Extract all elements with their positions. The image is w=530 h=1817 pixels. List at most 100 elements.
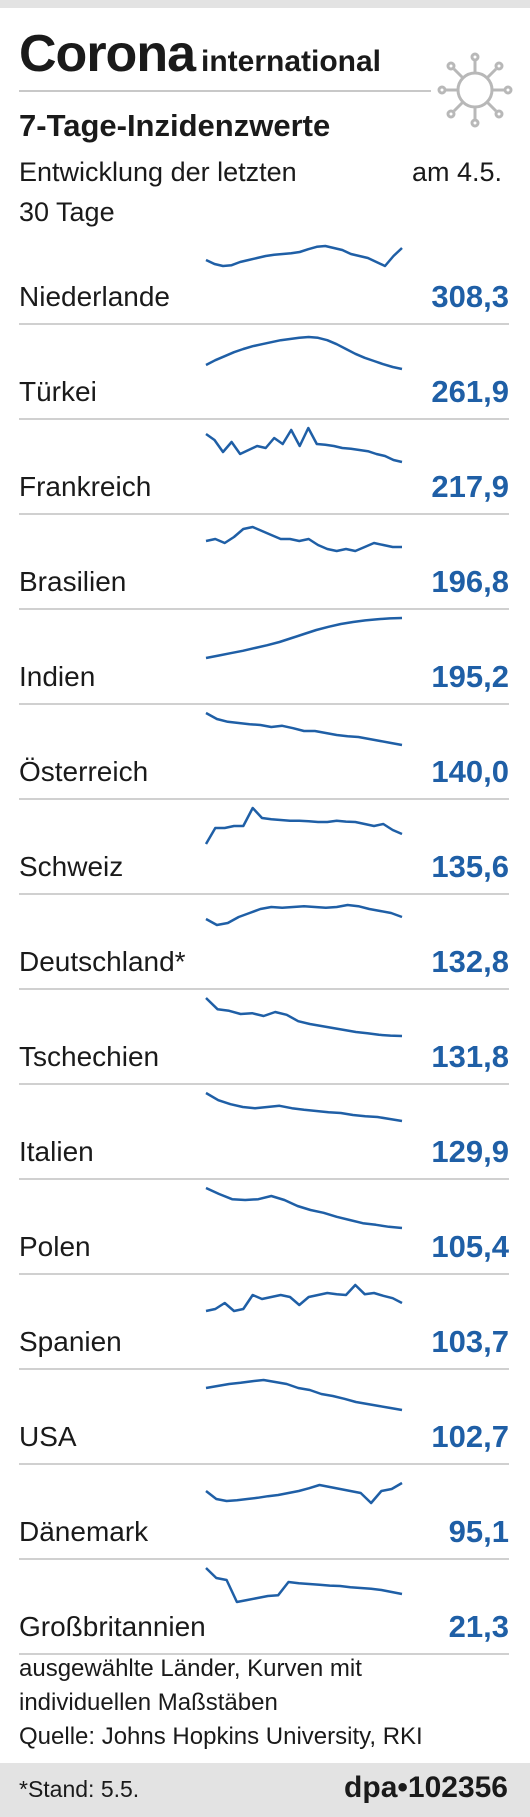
row-separator <box>19 1463 509 1465</box>
title-rule <box>19 90 431 92</box>
footnote-line-2: individuellen Maßstäben <box>19 1689 278 1716</box>
country-row: USA 102,7 <box>19 1370 509 1465</box>
sparkline <box>205 997 403 1038</box>
country-name: Deutschland* <box>19 946 186 977</box>
country-name: USA <box>19 1421 77 1452</box>
source-line: Quelle: Johns Hopkins University, RKI <box>19 1723 423 1750</box>
country-row: Polen 105,4 <box>19 1180 509 1275</box>
incidence-value: 132,8 <box>431 944 509 979</box>
incidence-value: 105,4 <box>431 1229 509 1264</box>
country-name: Türkei <box>19 376 97 407</box>
incidence-value: 261,9 <box>431 374 509 409</box>
title-suffix: international <box>201 45 382 78</box>
row-separator <box>19 893 509 895</box>
row-separator <box>19 1178 509 1180</box>
row-separator <box>19 323 509 325</box>
sparkline-series <box>205 1481 403 1505</box>
sparkline-series <box>205 903 403 927</box>
sparkline-series <box>205 1378 403 1412</box>
virus-icon <box>437 52 513 128</box>
sparkline-series <box>205 1567 403 1604</box>
country-row: Österreich 140,0 <box>19 705 509 800</box>
row-separator <box>19 988 509 990</box>
country-row: Brasilien 196,8 <box>19 515 509 610</box>
footnote-line-1: ausgewählte Länder, Kurven mit <box>19 1655 362 1682</box>
incidence-value: 95,1 <box>448 1514 509 1549</box>
row-separator <box>19 1273 509 1275</box>
sparkline <box>205 1567 403 1604</box>
row-separator <box>19 1368 509 1370</box>
sparkline-series <box>205 244 403 268</box>
sparkline <box>205 1378 403 1412</box>
country-row: Tschechien 131,8 <box>19 990 509 1085</box>
row-separator <box>19 608 509 610</box>
sparkline <box>205 1091 403 1123</box>
country-row: Türkei 261,9 <box>19 325 509 420</box>
sparkline-series <box>205 426 403 464</box>
row-separator <box>19 1083 509 1085</box>
incidence-value: 129,9 <box>431 1134 509 1169</box>
country-name: Polen <box>19 1231 91 1262</box>
sparkline-series <box>205 1186 403 1230</box>
country-row: Deutschland* 132,8 <box>19 895 509 990</box>
sparkline-series <box>205 1283 403 1313</box>
incidence-value: 308,3 <box>431 279 509 314</box>
sparkline <box>205 426 403 464</box>
country-name: Brasilien <box>19 566 127 597</box>
country-row: Niederlande 308,3 <box>19 230 509 325</box>
sparkline <box>205 244 403 268</box>
sparkline-series <box>204 806 403 845</box>
subtitle: 7-Tage-Inzidenzwerte <box>19 108 331 143</box>
sparkline-series <box>205 997 403 1038</box>
stand-note: *Stand: 5.5. <box>19 1776 140 1802</box>
incidence-value: 217,9 <box>431 469 509 504</box>
country-name: Frankreich <box>19 471 152 502</box>
title-main: Corona <box>19 25 196 83</box>
top-bar <box>0 0 530 8</box>
sparkline <box>205 525 402 553</box>
country-row: Indien 195,2 <box>19 610 509 705</box>
country-row: Schweiz 135,6 <box>19 800 509 895</box>
incidence-value: 103,7 <box>431 1324 509 1359</box>
country-name: Indien <box>19 661 96 692</box>
country-name: Großbritannien <box>19 1611 206 1642</box>
incidence-value: 196,8 <box>431 564 509 599</box>
incidence-value: 195,2 <box>431 659 509 694</box>
sparkline-series <box>205 1091 403 1123</box>
incidence-value: 135,6 <box>431 849 509 884</box>
row-separator <box>19 1653 509 1655</box>
country-row: Spanien 103,7 <box>19 1275 509 1370</box>
row-separator <box>19 1558 509 1560</box>
sparkline <box>205 903 403 927</box>
country-row: Großbritannien 21,3 <box>19 1560 509 1655</box>
row-separator <box>19 798 509 800</box>
description-left: Entwicklung der letzten 30 Tage <box>19 157 297 227</box>
sparkline <box>205 1481 403 1505</box>
sparkline <box>205 335 403 371</box>
country-name: Niederlande <box>19 281 170 312</box>
footer-bar: *Stand: 5.5. dpa•102356 <box>0 1763 530 1817</box>
sparkline <box>205 616 403 660</box>
incidence-value: 140,0 <box>431 754 509 789</box>
sparkline-series <box>205 335 403 371</box>
country-name: Italien <box>19 1136 94 1167</box>
row-separator <box>19 703 509 705</box>
country-row: Frankreich 217,9 <box>19 420 509 515</box>
sparkline <box>204 806 403 845</box>
row-separator <box>19 513 509 515</box>
country-row: Dänemark 95,1 <box>19 1465 509 1560</box>
country-name: Dänemark <box>19 1516 149 1547</box>
sparkline <box>205 711 403 747</box>
country-name: Österreich <box>19 756 149 787</box>
sparkline-series <box>205 525 402 553</box>
incidence-value: 102,7 <box>431 1419 509 1454</box>
sparkline <box>205 1186 403 1230</box>
sparkline-series <box>205 711 403 747</box>
country-name: Tschechien <box>19 1041 160 1072</box>
country-name: Schweiz <box>19 851 124 882</box>
footnote: ausgewählte Länder, Kurven mit individue… <box>19 1652 509 1754</box>
incidence-value: 21,3 <box>448 1609 509 1644</box>
country-row: Italien 129,9 <box>19 1085 509 1180</box>
description-right: am 4.5. <box>411 157 502 187</box>
row-separator <box>19 418 509 420</box>
